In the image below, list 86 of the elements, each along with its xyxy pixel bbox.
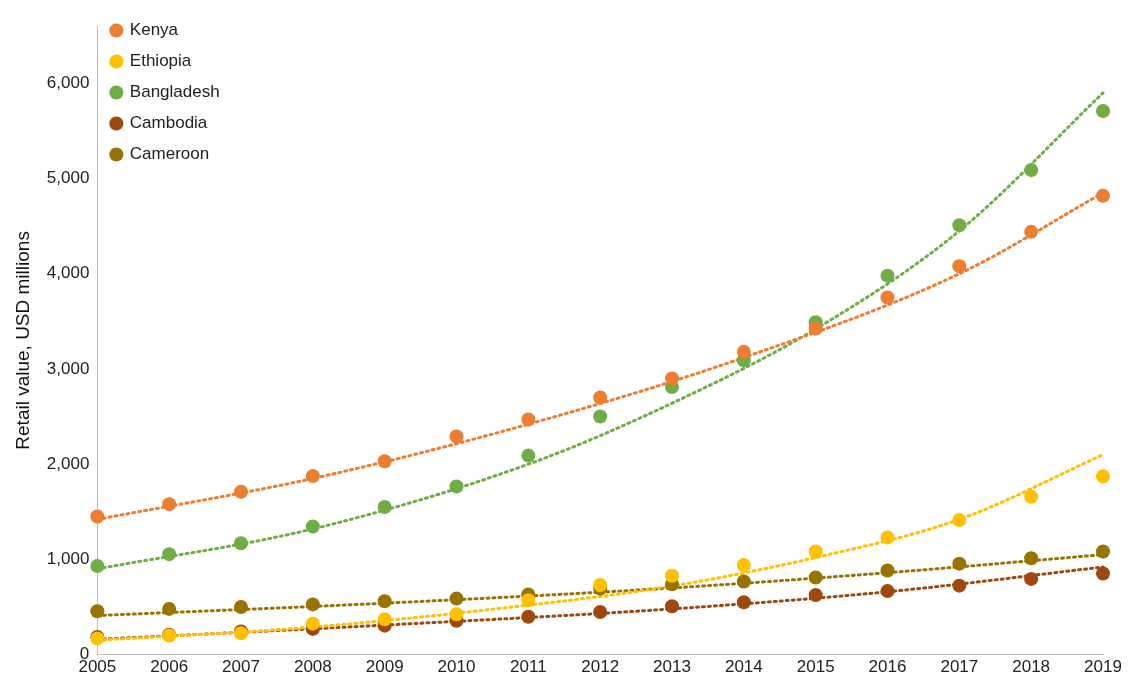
y-axis-title: Retail value, USD millions xyxy=(11,231,33,450)
legend-label: Ethiopia xyxy=(129,51,192,71)
x-tick-label: 2018 xyxy=(1012,657,1051,677)
point xyxy=(305,469,320,484)
point xyxy=(736,574,751,589)
y-tick-label: 4,000 xyxy=(46,263,90,283)
point xyxy=(952,578,967,593)
point xyxy=(1096,103,1110,118)
x-tick-label: 2013 xyxy=(653,657,691,677)
point xyxy=(521,412,536,427)
point xyxy=(305,616,320,631)
x-tick-label: 2010 xyxy=(437,657,476,677)
point xyxy=(377,594,392,609)
y-tick-label: 6,000 xyxy=(46,73,90,93)
point xyxy=(736,344,751,359)
point xyxy=(1024,571,1039,586)
point xyxy=(880,268,895,283)
point xyxy=(234,599,249,614)
point xyxy=(521,609,536,624)
point xyxy=(808,321,823,336)
x-tick-label: 2019 xyxy=(1084,657,1122,677)
point xyxy=(952,556,967,571)
point xyxy=(808,588,823,603)
point xyxy=(90,604,105,619)
point xyxy=(305,597,320,612)
point xyxy=(90,509,105,524)
point xyxy=(880,290,895,305)
point xyxy=(521,448,536,463)
legend-label: Kenya xyxy=(129,20,179,40)
point xyxy=(1024,489,1039,504)
y-tick-label: 5,000 xyxy=(46,168,90,188)
legend-label: Cambodia xyxy=(129,113,208,133)
point xyxy=(1096,469,1110,484)
point xyxy=(449,591,464,606)
point xyxy=(1096,544,1110,559)
x-tick-label: 2016 xyxy=(868,657,907,677)
point xyxy=(880,563,895,578)
x-tick-label: 2012 xyxy=(581,657,620,677)
point xyxy=(952,513,967,528)
point xyxy=(665,599,679,614)
point xyxy=(952,218,967,233)
point xyxy=(377,500,392,515)
y-tick-label: 3,000 xyxy=(46,358,90,378)
point xyxy=(162,601,177,616)
point xyxy=(162,547,177,562)
point xyxy=(665,371,679,386)
point xyxy=(521,593,536,608)
point xyxy=(305,519,320,534)
point xyxy=(665,568,679,583)
x-tick-label: 2014 xyxy=(724,657,763,677)
point xyxy=(593,409,608,424)
x-tick-label: 2011 xyxy=(510,657,547,677)
x-tick-label: 2006 xyxy=(150,657,189,677)
x-tick-label: 2017 xyxy=(940,657,979,677)
point xyxy=(449,479,464,494)
point xyxy=(1024,162,1039,177)
point xyxy=(1096,188,1110,203)
point xyxy=(952,259,967,274)
point xyxy=(162,497,177,512)
point xyxy=(234,484,249,499)
legend-label: Bangladesh xyxy=(129,82,220,102)
point xyxy=(736,558,751,573)
point xyxy=(1096,566,1110,581)
point xyxy=(449,607,464,622)
point xyxy=(234,536,249,551)
point xyxy=(808,570,823,585)
y-tick-label: 2,000 xyxy=(46,453,90,473)
legend-label: Cameroon xyxy=(129,144,210,164)
point xyxy=(90,559,105,574)
point xyxy=(880,584,895,599)
point xyxy=(377,454,392,469)
point xyxy=(1024,551,1039,566)
x-tick-label: 2008 xyxy=(293,657,332,677)
point xyxy=(1024,224,1039,239)
x-tick-label: 2009 xyxy=(365,657,404,677)
point xyxy=(593,578,608,592)
point xyxy=(880,530,895,545)
point xyxy=(593,390,608,405)
x-tick-label: 2007 xyxy=(222,657,260,677)
point xyxy=(449,429,464,444)
point xyxy=(808,544,823,559)
point xyxy=(593,605,608,620)
point xyxy=(377,612,392,627)
y-tick-label: 1,000 xyxy=(46,549,90,569)
x-tick-label: 2015 xyxy=(796,657,835,677)
point xyxy=(736,595,751,610)
